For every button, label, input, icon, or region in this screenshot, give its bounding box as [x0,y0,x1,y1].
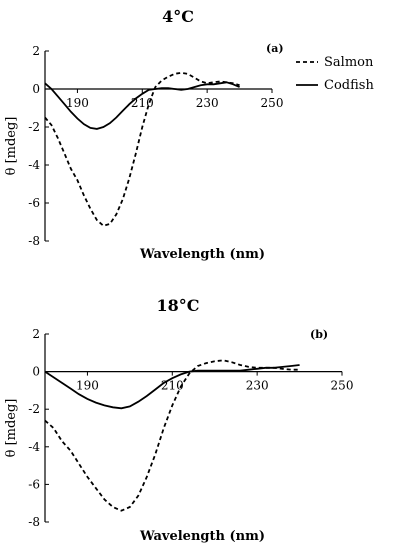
x-axis-title: Wavelength (nm) [139,247,265,262]
y-tick-label: -6 [28,477,40,491]
y-tick-label: 0 [32,365,40,379]
y-tick-label: -8 [28,234,40,248]
legend: Salmon Codfish [296,55,374,93]
x-tick-label: 250 [331,379,354,393]
panel-label: (a) [266,42,284,55]
legend-item-codfish: Codfish [296,78,374,93]
x-tick-label: 210 [131,96,154,110]
y-tick-label: -4 [28,440,40,454]
y-tick-label: 2 [32,327,40,341]
x-axis-title: Wavelength (nm) [139,529,265,544]
chart-title: 4°C [162,7,194,26]
chart-title: 18°C [157,296,200,315]
panel-label: (b) [310,328,328,341]
y-tick-label: 2 [32,44,40,58]
series-line-codfish [44,364,300,410]
legend-item-salmon: Salmon [296,55,374,70]
y-tick-label: 0 [32,82,40,96]
x-tick-label: 190 [66,96,89,110]
y-tick-label: -6 [28,196,40,210]
x-tick-label: 210 [161,379,184,393]
y-tick-label: -8 [28,515,40,529]
series-line-codfish [44,81,240,130]
x-tick-label: 190 [76,379,99,393]
legend-label: Codfish [324,78,374,93]
chart-panel-1: 4°C (a) 2 0 -2 -4 -6 -8 190 210 230 250 Wavelength (… [4,7,284,262]
legend-label: Salmon [324,55,374,70]
x-tick-label: 230 [246,379,269,393]
y-tick-label: -4 [28,158,40,172]
x-tick-label: 250 [261,96,284,110]
x-tick-label: 230 [196,96,219,110]
y-axis-title: θ [mdeg] [4,399,19,458]
series-line-salmon [44,359,300,512]
y-axis-title: θ [mdeg] [4,117,19,176]
y-tick-label: -2 [28,402,40,416]
series-line-salmon [44,71,240,227]
chart-panel-2: 18°C (b) 2 0 -2 -4 -6 -8 190 210 230 250 Wavelength … [4,296,353,544]
y-tick-label: -2 [28,120,40,134]
